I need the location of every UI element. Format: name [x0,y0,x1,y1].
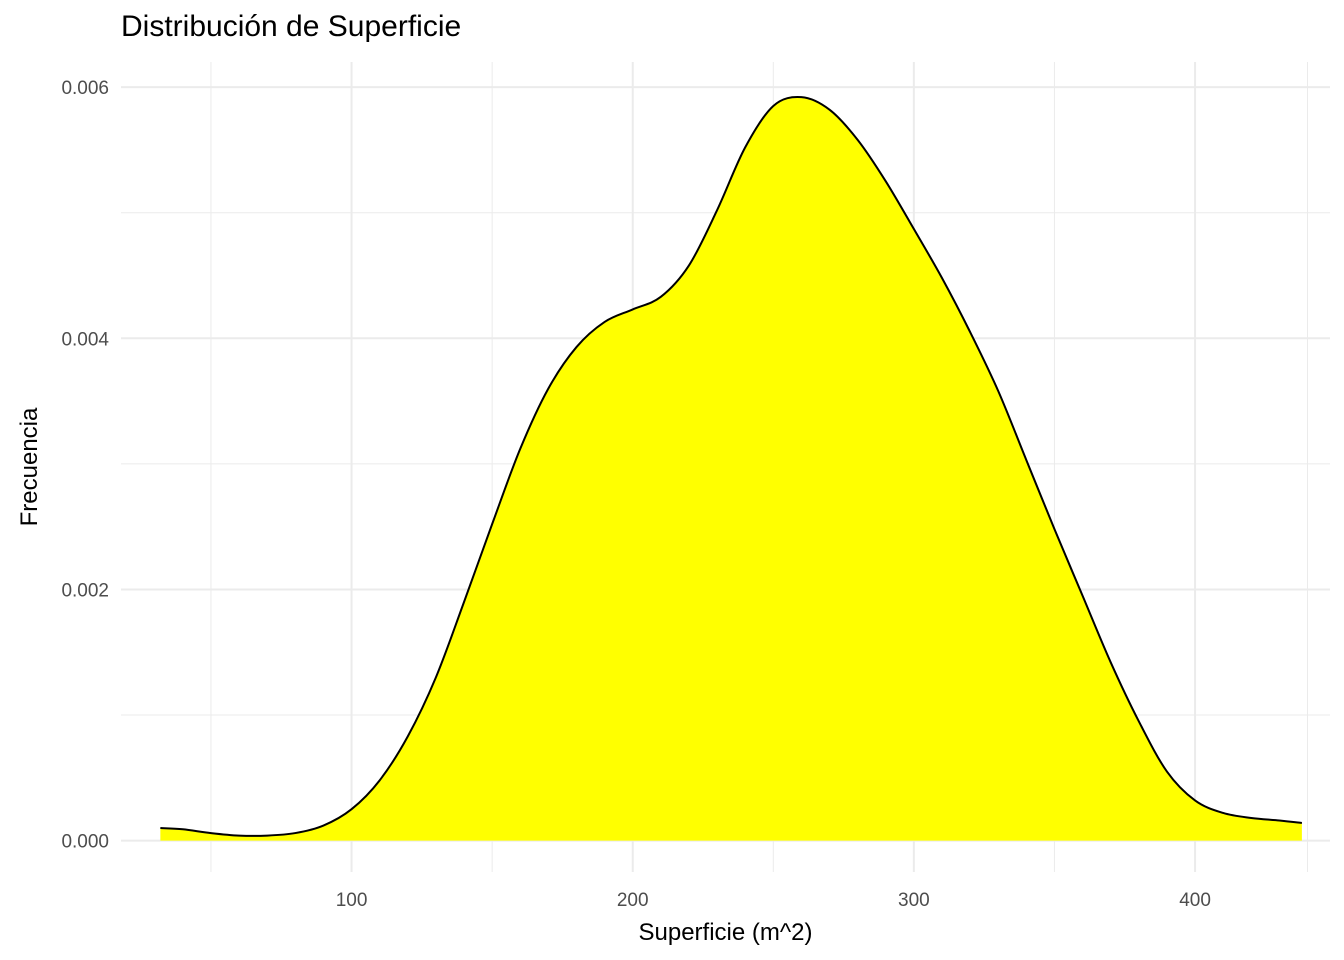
y-tick-label: 0.002 [61,580,109,601]
density-plot [160,96,1302,841]
x-tick-label: 100 [336,890,368,911]
y-tick-label: 0.000 [61,832,109,853]
x-tick-label: 400 [1179,890,1211,911]
y-axis-title: Frecuencia [16,407,43,526]
density-area [160,97,1302,841]
chart-title: Distribución de Superficie [121,10,462,43]
x-tick-label: 300 [898,890,930,911]
density-curve [160,96,1302,837]
y-tick-label: 0.004 [61,329,109,350]
y-axis-ticks: 0.000 0.002 0.004 0.006 [61,78,109,852]
x-tick-label: 200 [617,890,649,911]
x-axis-title: Superficie (m^2) [639,919,813,946]
y-tick-label: 0.006 [61,78,109,99]
x-axis-ticks: 100 200 300 400 [336,890,1211,911]
